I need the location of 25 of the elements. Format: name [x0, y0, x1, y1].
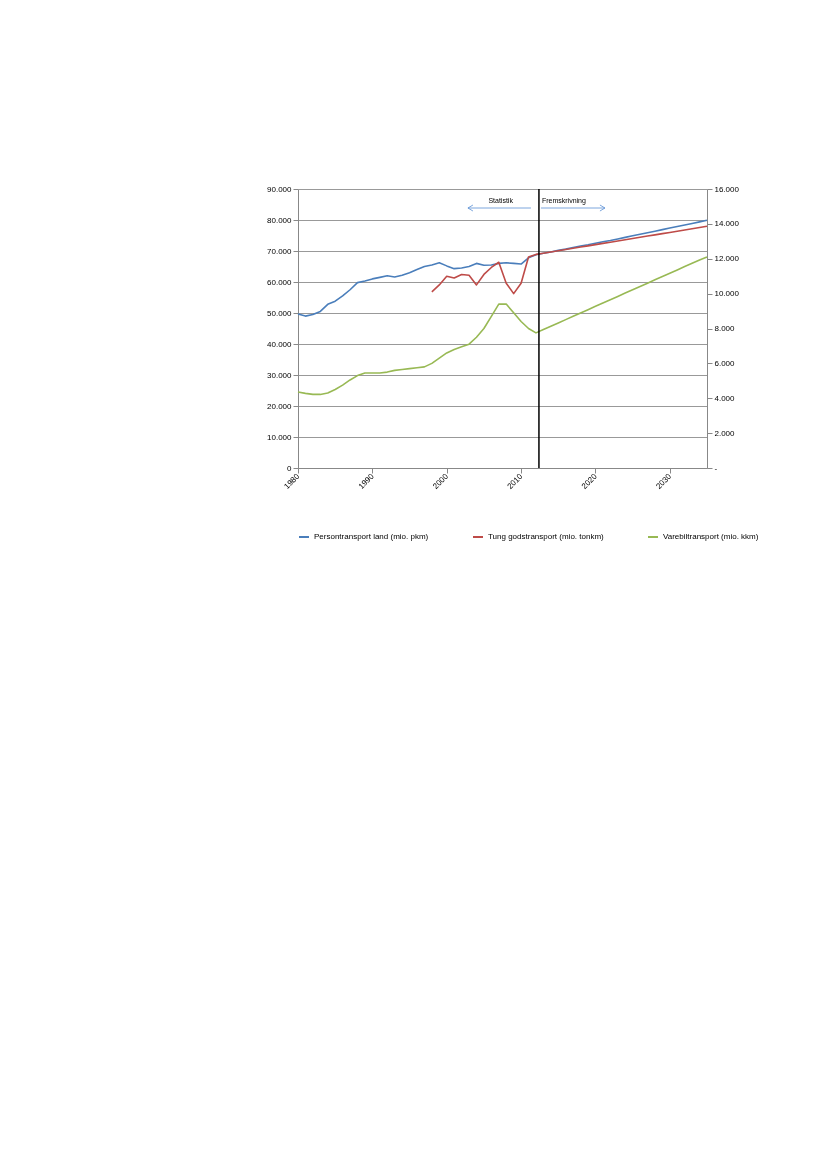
y2-tick-label: 12.000 [714, 254, 740, 264]
y-tick-label: 20.000 [267, 401, 293, 411]
legend-label: Varebiltransport (mio. kkm) [663, 532, 759, 541]
y-tick-label: 90.000 [267, 184, 293, 194]
legend-label: Persontransport land (mio. pkm) [314, 532, 429, 541]
y-tick-label: 10.000 [267, 432, 293, 442]
y2-tick-label: 8.000 [714, 324, 736, 333]
y-tick-label: 40.000 [267, 339, 293, 349]
y-tick-label: 60.000 [267, 277, 293, 287]
line-series [297, 256, 708, 396]
y2-tick-label: 14.000 [714, 219, 740, 229]
line-series [297, 219, 708, 317]
y-tick-label: 0 [287, 463, 293, 473]
y2-tick-label: 2.000 [714, 428, 736, 438]
line-series [431, 225, 708, 295]
y-tick-label: 50.000 [267, 308, 293, 318]
y2-tick-label: 16.000 [714, 184, 740, 194]
legend-label: Tung godstransport (mio. tonkm) [488, 532, 605, 541]
y2-tick-label: - [714, 463, 718, 473]
y-tick-label: 80.000 [267, 215, 293, 225]
y2-tick-label: 6.000 [714, 358, 736, 368]
y2-tick-label: 4.000 [714, 393, 736, 403]
y2-tick-label: 10.000 [714, 289, 740, 299]
y-tick-label: 70.000 [267, 246, 293, 256]
y-tick-label: 30.000 [267, 370, 293, 380]
